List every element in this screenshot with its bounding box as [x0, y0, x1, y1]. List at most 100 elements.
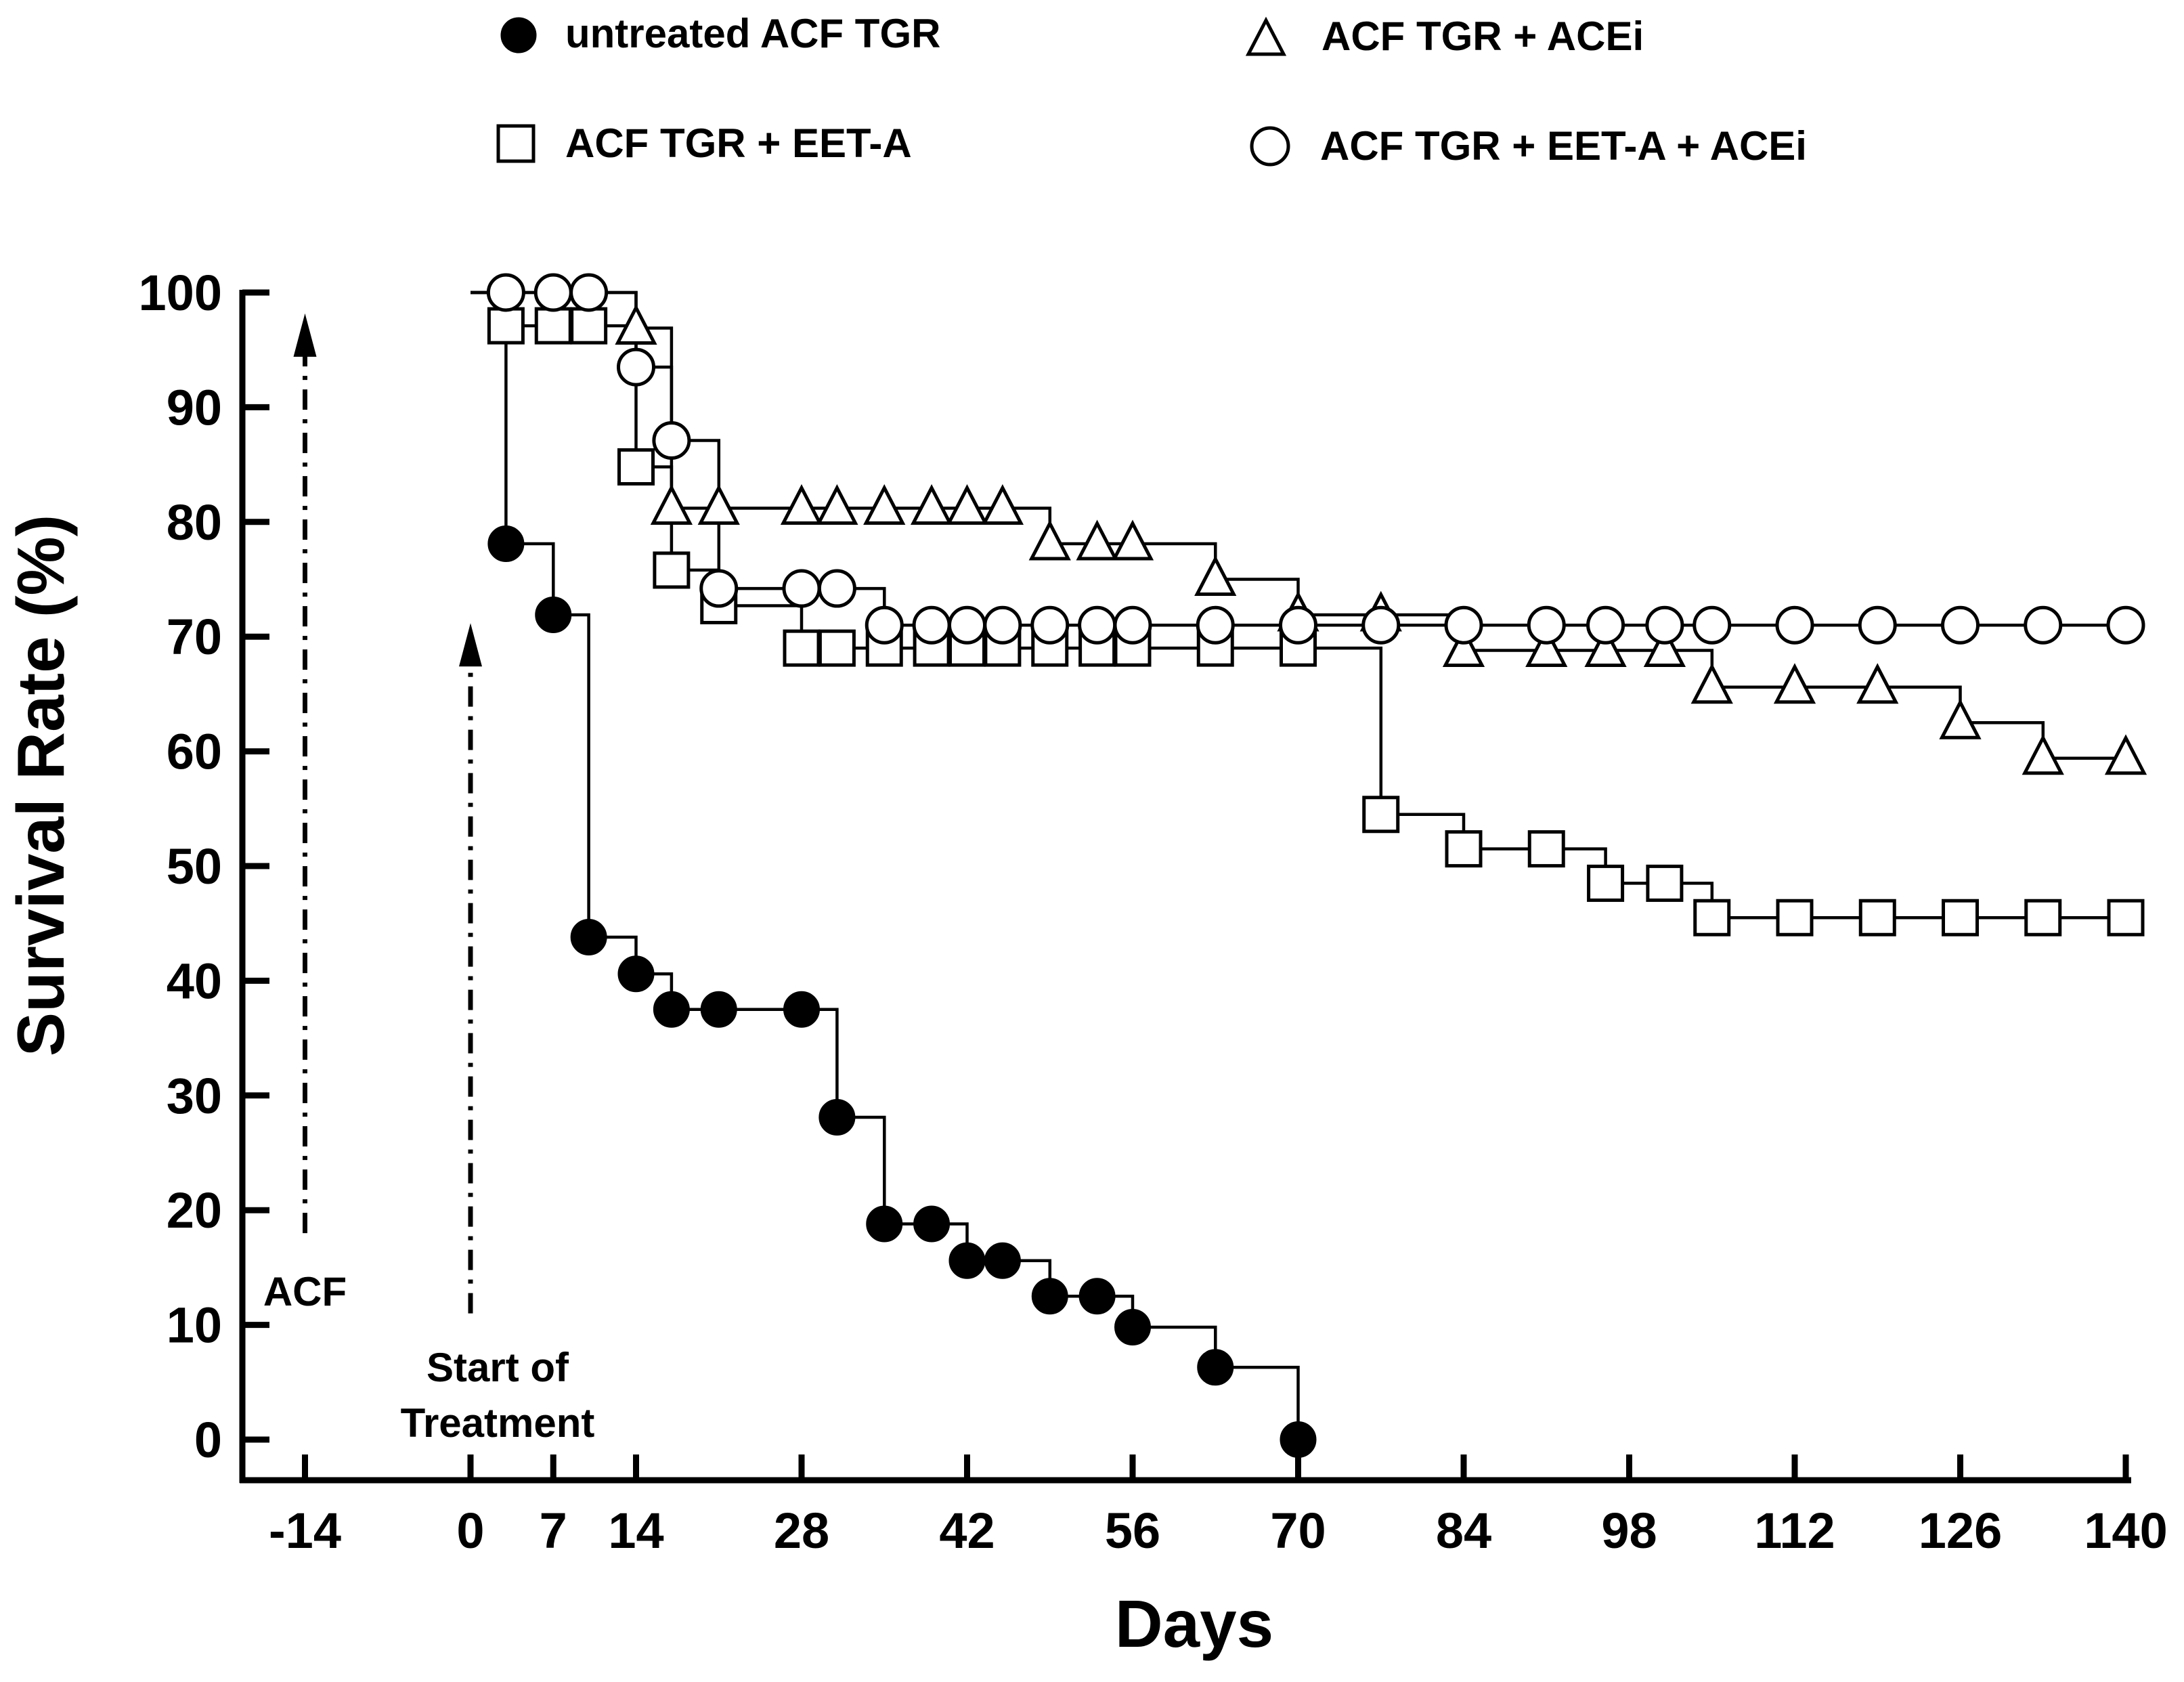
- point-untreated: [1031, 1278, 1068, 1315]
- point-acei: [2104, 734, 2147, 775]
- point-eeta: [1858, 899, 1896, 936]
- y-tick-label: 100: [139, 265, 222, 321]
- treatment-label-line1: Start of: [427, 1345, 569, 1390]
- point-untreated: [700, 991, 737, 1028]
- point-eeta: [2024, 899, 2062, 936]
- x-tick-label: -14: [269, 1503, 341, 1559]
- point-eeta-acei: [1444, 605, 1483, 645]
- point-untreated: [487, 525, 525, 562]
- point-eeta: [818, 629, 856, 667]
- point-eeta-acei: [1941, 605, 1980, 645]
- x-tick-label: 126: [1919, 1503, 2002, 1559]
- point-acei: [1773, 663, 1816, 704]
- x-tick-label: 56: [1105, 1503, 1160, 1559]
- point-acei: [650, 484, 693, 525]
- point-untreated: [818, 1098, 856, 1136]
- x-tick-label: 28: [774, 1503, 829, 1559]
- point-untreated: [535, 597, 572, 634]
- x-tick-label: 7: [540, 1503, 567, 1559]
- point-acei: [946, 484, 988, 525]
- point-acei: [816, 484, 858, 525]
- point-acei: [1690, 663, 1733, 704]
- point-untreated: [1114, 1308, 1151, 1345]
- acf-arrow-head: [293, 313, 317, 357]
- point-acei: [1643, 626, 1686, 668]
- legend-item-untreated: untreated ACF TGR: [500, 11, 940, 56]
- point-eeta-acei: [865, 605, 904, 645]
- acf-label: ACF: [263, 1269, 347, 1314]
- point-acei: [1028, 519, 1071, 561]
- y-tick-label: 20: [167, 1182, 222, 1238]
- point-eeta-acei: [983, 605, 1022, 645]
- point-eeta-acei: [1196, 605, 1235, 645]
- annotations: ACF Start of Treatment: [263, 313, 594, 1446]
- y-axis-label: Survival Rate (%): [3, 515, 78, 1057]
- point-eeta: [1527, 830, 1565, 868]
- y-tick-label: 90: [167, 379, 222, 435]
- x-ticks: -14 0 7 14 28 42 56 70 84 98 112 126 140: [269, 1454, 2168, 1559]
- x-tick-label: 112: [1754, 1503, 1835, 1559]
- legend-label-untreated: untreated ACF TGR: [565, 11, 940, 56]
- point-eeta-acei: [948, 605, 986, 645]
- legend-label-acei: ACF TGR + ACEi: [1322, 14, 1644, 59]
- point-untreated: [1280, 1421, 1317, 1458]
- point-acei: [910, 484, 953, 525]
- point-eeta-acei: [2106, 605, 2145, 645]
- point-eeta: [2107, 899, 2145, 936]
- point-untreated: [783, 991, 820, 1028]
- series-line-filled-circle: [471, 290, 1300, 1440]
- point-eeta-acei: [617, 347, 655, 387]
- point-eeta: [570, 307, 608, 345]
- point-acei: [981, 484, 1024, 525]
- legend-marker-open-triangle: [1245, 16, 1287, 56]
- x-axis-label: Days: [1115, 1587, 1273, 1661]
- point-acei: [1194, 555, 1237, 596]
- y-tick-label: 40: [167, 953, 222, 1009]
- series-layer: [471, 273, 2147, 1458]
- legend-label-eeta-acei: ACF TGR + EET-A + ACEi: [1320, 123, 1807, 169]
- point-acei: [1442, 626, 1485, 668]
- legend: untreated ACF TGR ACF TGR + ACEi ACF TGR…: [496, 11, 1807, 169]
- point-eeta-acei: [652, 421, 691, 460]
- point-untreated: [617, 955, 655, 993]
- treatment-arrow-head: [459, 623, 482, 667]
- point-eeta-acei: [1361, 605, 1401, 645]
- point-eeta: [1942, 899, 1979, 936]
- point-eeta: [1587, 864, 1625, 902]
- y-tick-label: 70: [167, 609, 222, 665]
- x-tick-label: 70: [1270, 1503, 1326, 1559]
- y-tick-label: 30: [167, 1068, 222, 1124]
- point-acei: [1076, 519, 1118, 561]
- legend-marker-open-square: [496, 124, 536, 163]
- y-ticks: 0 10 20 30 40 50 60 70 80 90 100: [139, 265, 269, 1468]
- point-eeta: [653, 551, 691, 589]
- point-acei: [697, 484, 740, 525]
- point-acei: [780, 484, 823, 525]
- point-acei: [1111, 519, 1154, 561]
- point-eeta-acei: [1078, 605, 1117, 645]
- point-acei: [1584, 626, 1627, 668]
- point-untreated: [948, 1242, 986, 1279]
- point-acei: [615, 304, 657, 345]
- point-untreated: [1078, 1278, 1116, 1315]
- legend-label-eeta: ACF TGR + EET-A: [565, 121, 912, 166]
- y-tick-label: 50: [167, 838, 222, 894]
- point-eeta-acei: [1586, 605, 1625, 645]
- point-untreated: [984, 1242, 1021, 1279]
- point-eeta-acei: [1030, 605, 1070, 645]
- point-acei: [1525, 626, 1568, 668]
- point-eeta-acei: [1692, 605, 1732, 645]
- x-tick-label: 42: [939, 1503, 995, 1559]
- point-acei: [1939, 698, 1982, 739]
- point-eeta-acei: [533, 273, 573, 312]
- point-eeta-acei: [569, 273, 609, 312]
- legend-marker-open-circle: [1250, 126, 1290, 167]
- point-eeta: [487, 307, 525, 345]
- point-eeta-acei: [1645, 605, 1684, 645]
- point-eeta: [617, 448, 655, 486]
- point-acei: [1856, 663, 1899, 704]
- point-eeta-acei: [1113, 605, 1152, 645]
- point-eeta-acei: [699, 569, 739, 608]
- legend-item-eeta: ACF TGR + EET-A: [496, 121, 912, 166]
